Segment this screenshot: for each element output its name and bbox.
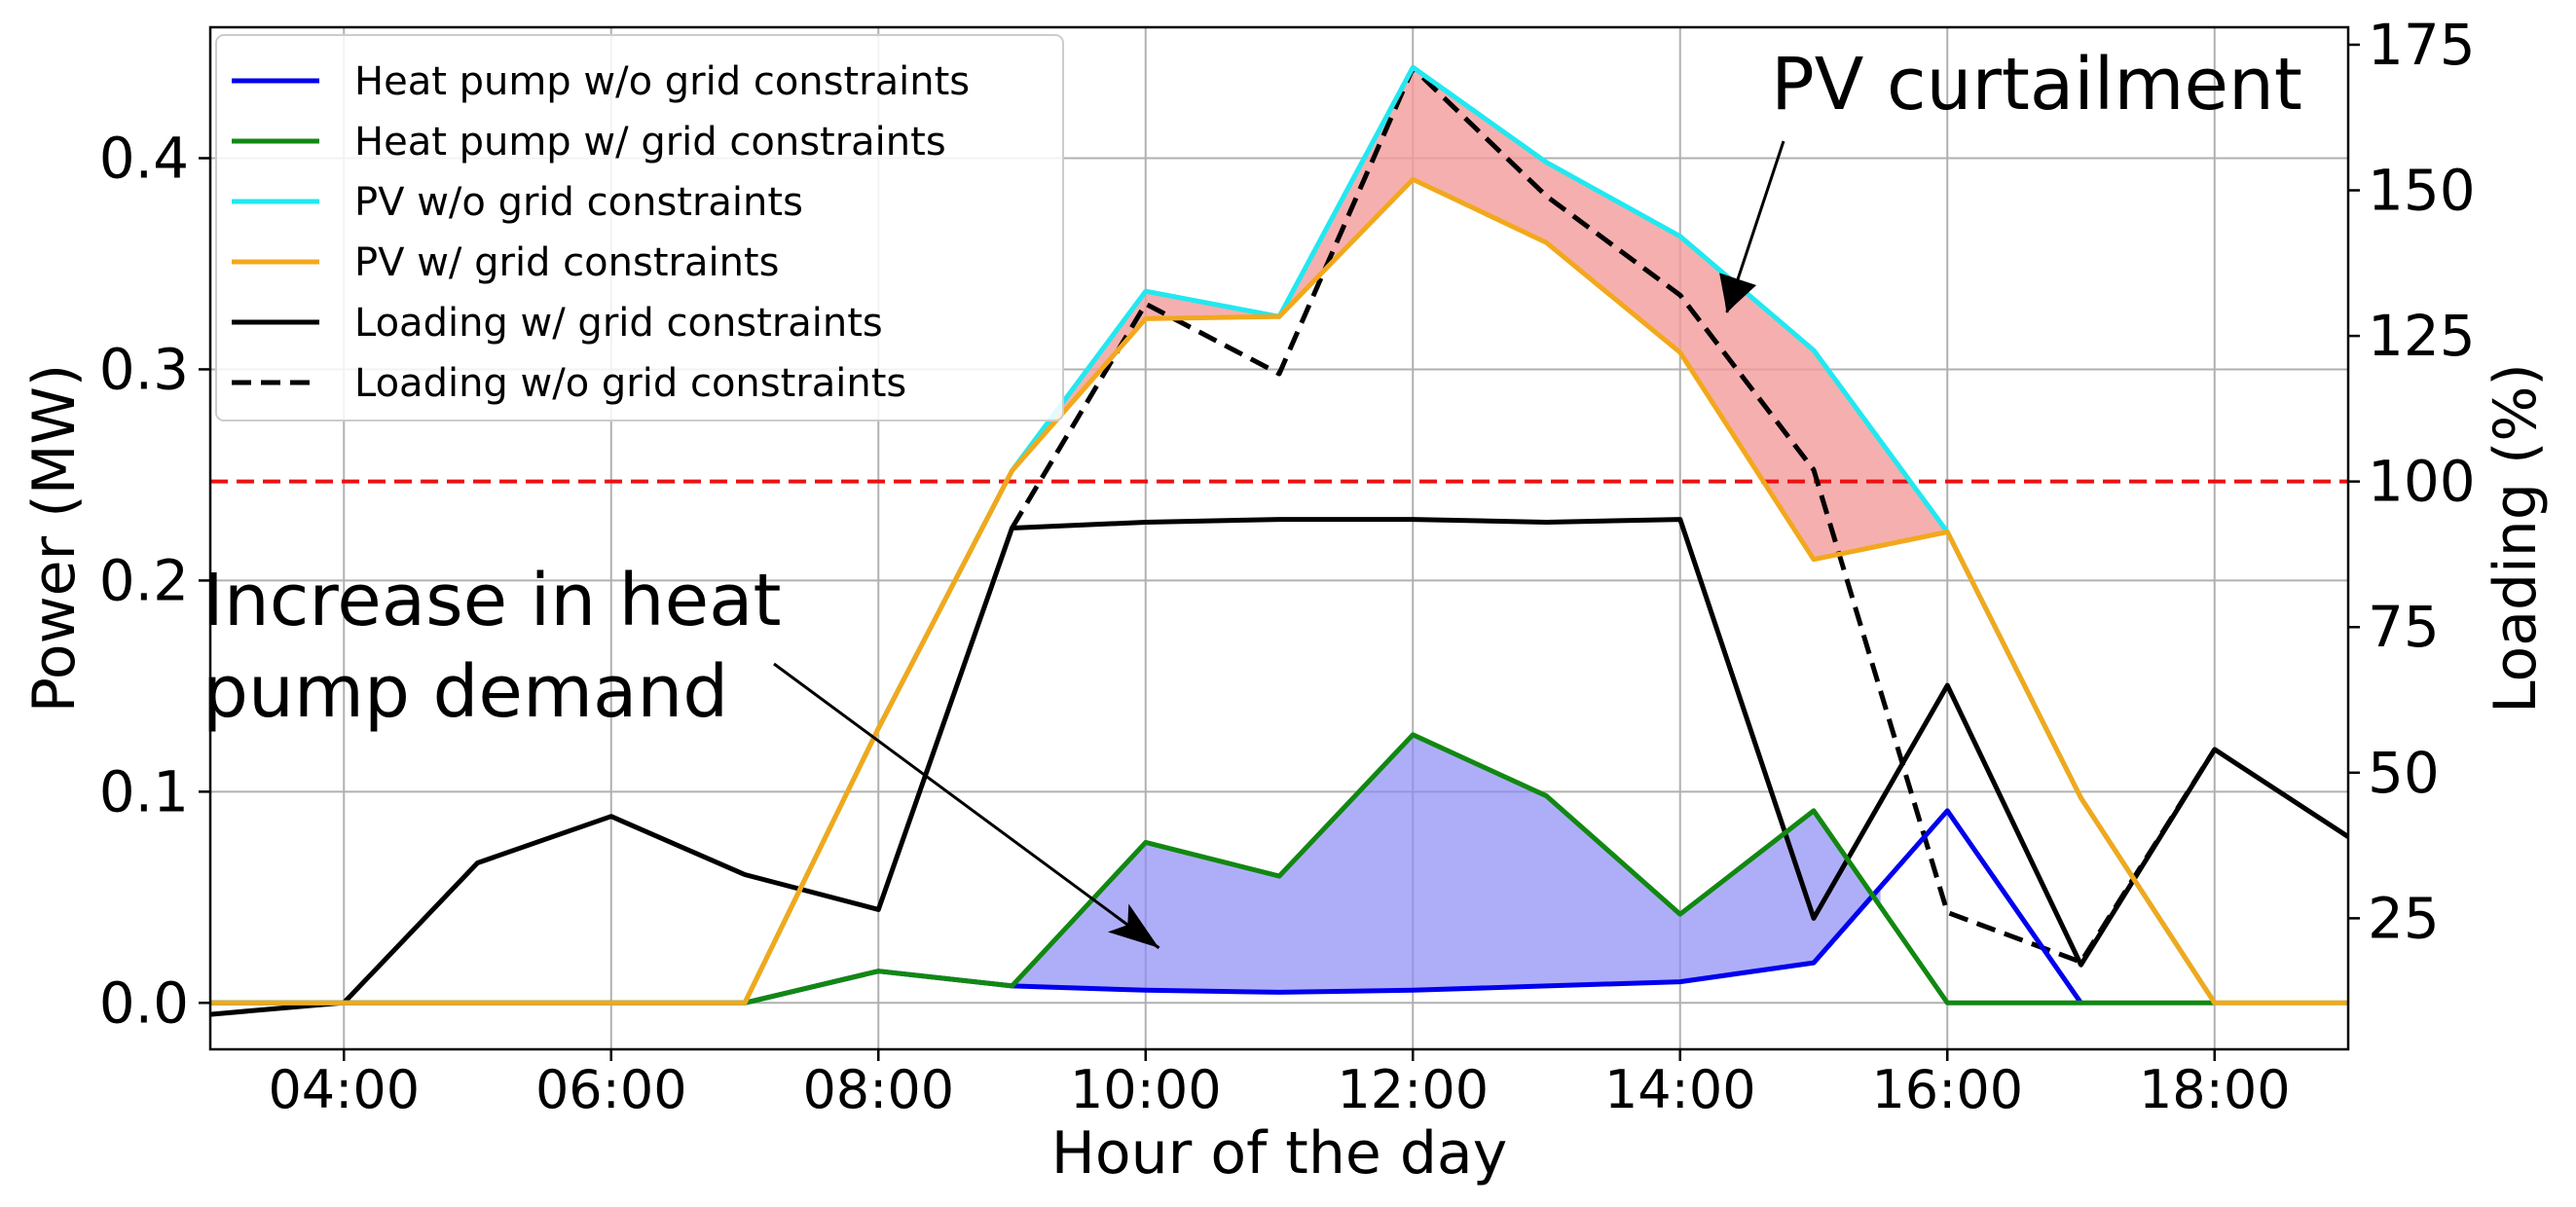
y-right-tick-label: 50 xyxy=(2368,740,2440,806)
y-left-axis-title: Power (MW) xyxy=(20,364,89,713)
x-tick-label: 08:00 xyxy=(802,1059,954,1120)
y-right-tick-label: 100 xyxy=(2368,449,2476,515)
legend-label-2: PV w/o grid constraints xyxy=(354,180,803,225)
annotation-pv-curtailment-text: PV curtailment xyxy=(1771,43,2302,127)
x-tick-label: 16:00 xyxy=(1871,1059,2023,1120)
legend: Heat pump w/o grid constraints Heat pump … xyxy=(215,34,1064,421)
y-left-tick-label: 0.0 xyxy=(99,969,189,1036)
series-line-3 xyxy=(210,176,2348,1006)
x-tick-label: 18:00 xyxy=(2139,1059,2291,1120)
legend-label-5: Loading w/o grid constraints xyxy=(354,361,906,406)
legend-box xyxy=(215,34,1064,421)
y-right-tick-label: 125 xyxy=(2368,303,2476,369)
legend-label-1: Heat pump w/ grid constraints xyxy=(354,120,946,165)
series-line-4 xyxy=(210,517,2348,1017)
annotation-heat-pump-text-line1: Increase in heat xyxy=(202,559,781,642)
y-left-tick-label: 0.1 xyxy=(99,758,189,824)
annotation-heat-pump-arrow xyxy=(773,662,1160,950)
annotation-pv-curtailment-arrowhead xyxy=(1719,273,1757,312)
fill-area-1 xyxy=(1012,734,1881,993)
axis-ticks: 04:00 06:00 08:00 10:00 12:00 14:00 16:00 18:00… xyxy=(20,12,2550,1188)
y-left-tick-label: 0.4 xyxy=(99,126,189,192)
annotation-heat-pump-arrowhead xyxy=(1107,903,1159,948)
x-tick-label: 12:00 xyxy=(1337,1059,1489,1120)
fill-areas xyxy=(1012,67,1948,993)
y-left-tick-label: 0.2 xyxy=(99,547,189,613)
annotation-heat-pump-text-line2: pump demand xyxy=(202,650,728,734)
y-right-tick-label: 150 xyxy=(2368,158,2476,224)
series-lines xyxy=(210,64,2348,1017)
x-tick-label: 06:00 xyxy=(535,1059,687,1120)
y-left-tick-label: 0.3 xyxy=(99,336,189,402)
x-tick-label: 04:00 xyxy=(268,1059,420,1120)
y-right-tick-label: 175 xyxy=(2368,12,2476,78)
fill-area-0 xyxy=(1012,67,1948,560)
plot-frame-rect xyxy=(208,25,2350,1051)
y-right-axis-title: Loading (%) xyxy=(2482,363,2550,713)
series-line-5 xyxy=(1010,65,2217,965)
legend-label-4: Loading w/ grid constraints xyxy=(354,301,883,346)
y-right-tick-label: 25 xyxy=(2368,885,2440,951)
x-axis-title: Hour of the day xyxy=(1051,1119,1507,1188)
legend-label-3: PV w/ grid constraints xyxy=(354,240,779,285)
plot-frame xyxy=(208,25,2350,1051)
legend-label-0: Heat pump w/o grid constraints xyxy=(354,59,970,104)
x-tick-label: 10:00 xyxy=(1070,1059,1222,1120)
y-right-tick-label: 75 xyxy=(2368,594,2440,660)
x-tick-label: 14:00 xyxy=(1604,1059,1756,1120)
